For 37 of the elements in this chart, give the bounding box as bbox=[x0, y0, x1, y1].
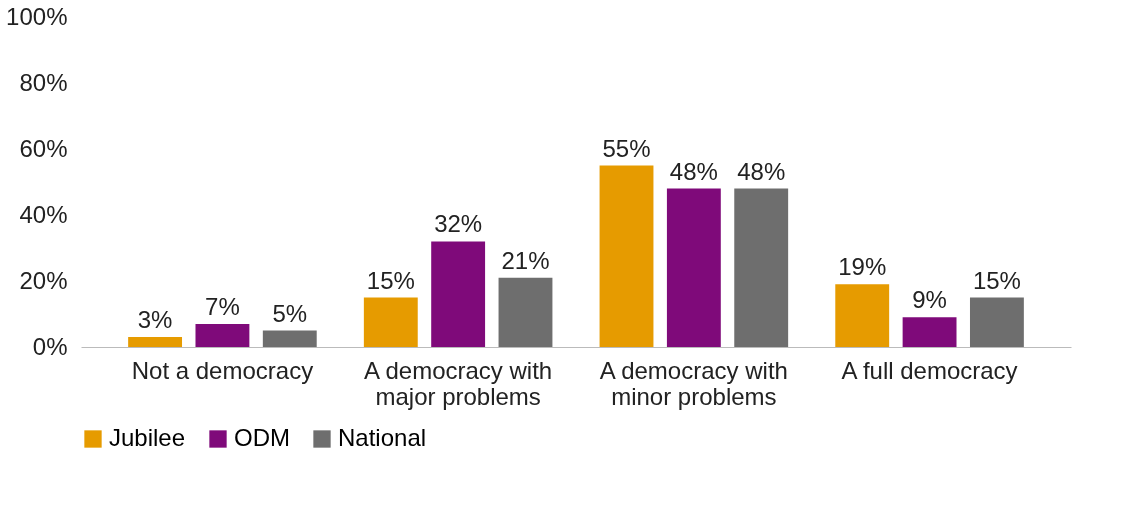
y-tick-label: 20% bbox=[19, 266, 68, 294]
text: 15% bbox=[972, 266, 1021, 294]
text: 15% bbox=[366, 266, 415, 294]
legend-label: National bbox=[338, 424, 427, 451]
bar bbox=[666, 188, 721, 347]
legend-label: ODM bbox=[234, 424, 290, 451]
text: 32% bbox=[434, 210, 483, 238]
y-tick-label: 40% bbox=[19, 200, 68, 228]
bar bbox=[128, 337, 183, 347]
text: 19% bbox=[838, 253, 887, 281]
y-tick-label: 80% bbox=[19, 68, 68, 96]
bar bbox=[431, 241, 486, 347]
bar bbox=[599, 165, 654, 347]
legend-label: Jubilee bbox=[109, 424, 186, 451]
text: 7% bbox=[205, 292, 240, 320]
y-tick-label: 0% bbox=[32, 332, 68, 360]
bar bbox=[902, 317, 957, 347]
bar bbox=[262, 330, 317, 347]
x-tick-label: A full democracy bbox=[841, 356, 1018, 384]
y-tick-label: 60% bbox=[19, 134, 68, 162]
x-tick-label: A democracy with minor problems bbox=[599, 356, 788, 410]
bar bbox=[363, 297, 418, 347]
x-tick-label: A democracy with major problems bbox=[364, 356, 553, 410]
bar bbox=[734, 188, 789, 347]
text: 48% bbox=[669, 157, 718, 185]
x-tick-label: Not a democracy bbox=[131, 356, 314, 384]
bar bbox=[195, 323, 250, 347]
text: 21% bbox=[501, 246, 550, 274]
text: 5% bbox=[272, 299, 308, 327]
bar bbox=[969, 297, 1024, 347]
text: 48% bbox=[737, 157, 786, 185]
bar bbox=[835, 284, 890, 347]
text: 3% bbox=[137, 306, 173, 334]
y-tick-label: 100% bbox=[6, 2, 68, 30]
bar bbox=[498, 277, 553, 347]
text: 9% bbox=[912, 286, 947, 314]
text: 55% bbox=[602, 134, 651, 162]
